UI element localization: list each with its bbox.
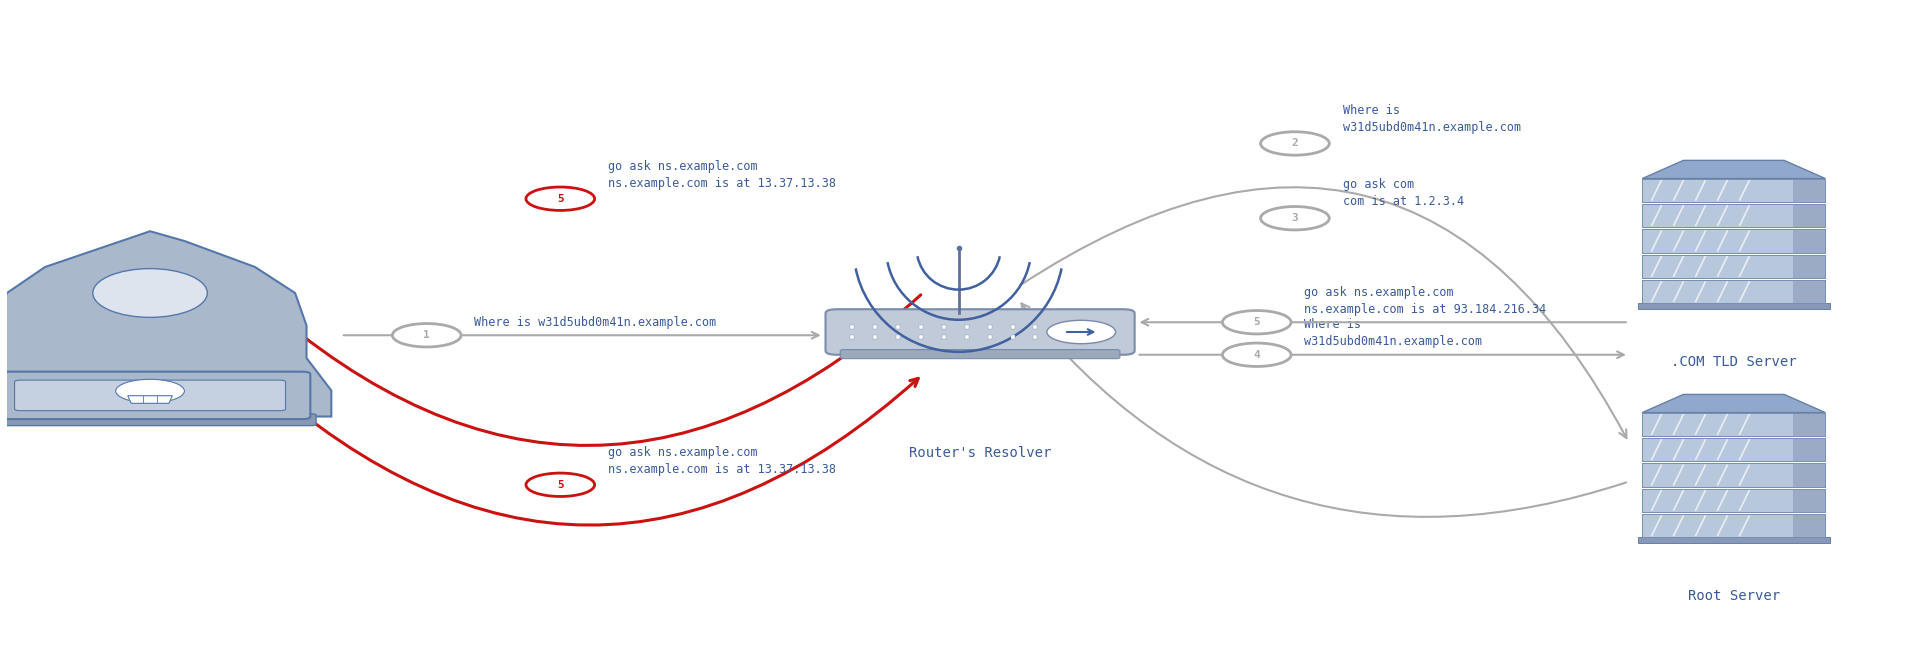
Polygon shape — [1641, 463, 1826, 487]
Text: 2: 2 — [1292, 139, 1297, 149]
Polygon shape — [1641, 161, 1826, 179]
Polygon shape — [1793, 280, 1826, 303]
Polygon shape — [1641, 254, 1826, 278]
Circle shape — [1261, 131, 1330, 155]
Text: Where is w31d5ubd0m41n.example.com: Where is w31d5ubd0m41n.example.com — [475, 316, 717, 329]
Ellipse shape — [92, 269, 208, 317]
Text: go ask ns.example.com
ns.example.com is at 13.37.13.38: go ask ns.example.com ns.example.com is … — [607, 446, 836, 476]
Polygon shape — [1793, 179, 1826, 202]
FancyBboxPatch shape — [0, 414, 315, 426]
Polygon shape — [1641, 438, 1826, 461]
Text: .COM TLD Server: .COM TLD Server — [1670, 355, 1797, 369]
Text: go ask com
com is at 1.2.3.4: go ask com com is at 1.2.3.4 — [1343, 179, 1465, 208]
FancyBboxPatch shape — [826, 309, 1134, 355]
Polygon shape — [1793, 438, 1826, 461]
Text: 5: 5 — [557, 194, 563, 204]
Circle shape — [527, 473, 594, 497]
Text: Root Server: Root Server — [1688, 589, 1780, 603]
Circle shape — [1222, 311, 1292, 334]
Polygon shape — [1793, 412, 1826, 436]
Polygon shape — [1793, 229, 1826, 253]
Polygon shape — [1641, 179, 1826, 202]
Polygon shape — [1641, 204, 1826, 227]
Text: go ask ns.example.com
ns.example.com is at 13.37.13.38: go ask ns.example.com ns.example.com is … — [607, 160, 836, 191]
Polygon shape — [0, 231, 331, 416]
Polygon shape — [1641, 280, 1826, 303]
Polygon shape — [1793, 254, 1826, 278]
FancyBboxPatch shape — [840, 349, 1121, 359]
Circle shape — [392, 323, 461, 347]
Circle shape — [527, 187, 594, 210]
Polygon shape — [1638, 303, 1830, 309]
Polygon shape — [1641, 489, 1826, 512]
Polygon shape — [1793, 204, 1826, 227]
Polygon shape — [1793, 463, 1826, 487]
Text: 3: 3 — [1292, 213, 1297, 223]
Circle shape — [115, 379, 185, 403]
Polygon shape — [1793, 514, 1826, 537]
FancyBboxPatch shape — [0, 372, 309, 419]
Polygon shape — [1641, 412, 1826, 436]
Text: Where is
w31d5ubd0m41n.example.com: Where is w31d5ubd0m41n.example.com — [1343, 104, 1520, 133]
Polygon shape — [1641, 394, 1826, 412]
Circle shape — [1047, 320, 1115, 344]
Text: 4: 4 — [1253, 350, 1261, 360]
Polygon shape — [1641, 229, 1826, 253]
Polygon shape — [1793, 489, 1826, 512]
Circle shape — [1261, 207, 1330, 230]
Text: 5: 5 — [1253, 317, 1261, 327]
Text: Where is
w31d5ubd0m41n.example.com: Where is w31d5ubd0m41n.example.com — [1305, 318, 1482, 348]
Text: 1: 1 — [423, 330, 431, 340]
Polygon shape — [1641, 514, 1826, 537]
Text: go ask ns.example.com
ns.example.com is at 93.184.216.34: go ask ns.example.com ns.example.com is … — [1305, 286, 1547, 316]
FancyBboxPatch shape — [15, 380, 286, 410]
Text: Router's Resolver: Router's Resolver — [909, 446, 1051, 459]
Circle shape — [1222, 343, 1292, 367]
Polygon shape — [127, 396, 173, 403]
Polygon shape — [1638, 537, 1830, 542]
Text: 5: 5 — [557, 480, 563, 490]
